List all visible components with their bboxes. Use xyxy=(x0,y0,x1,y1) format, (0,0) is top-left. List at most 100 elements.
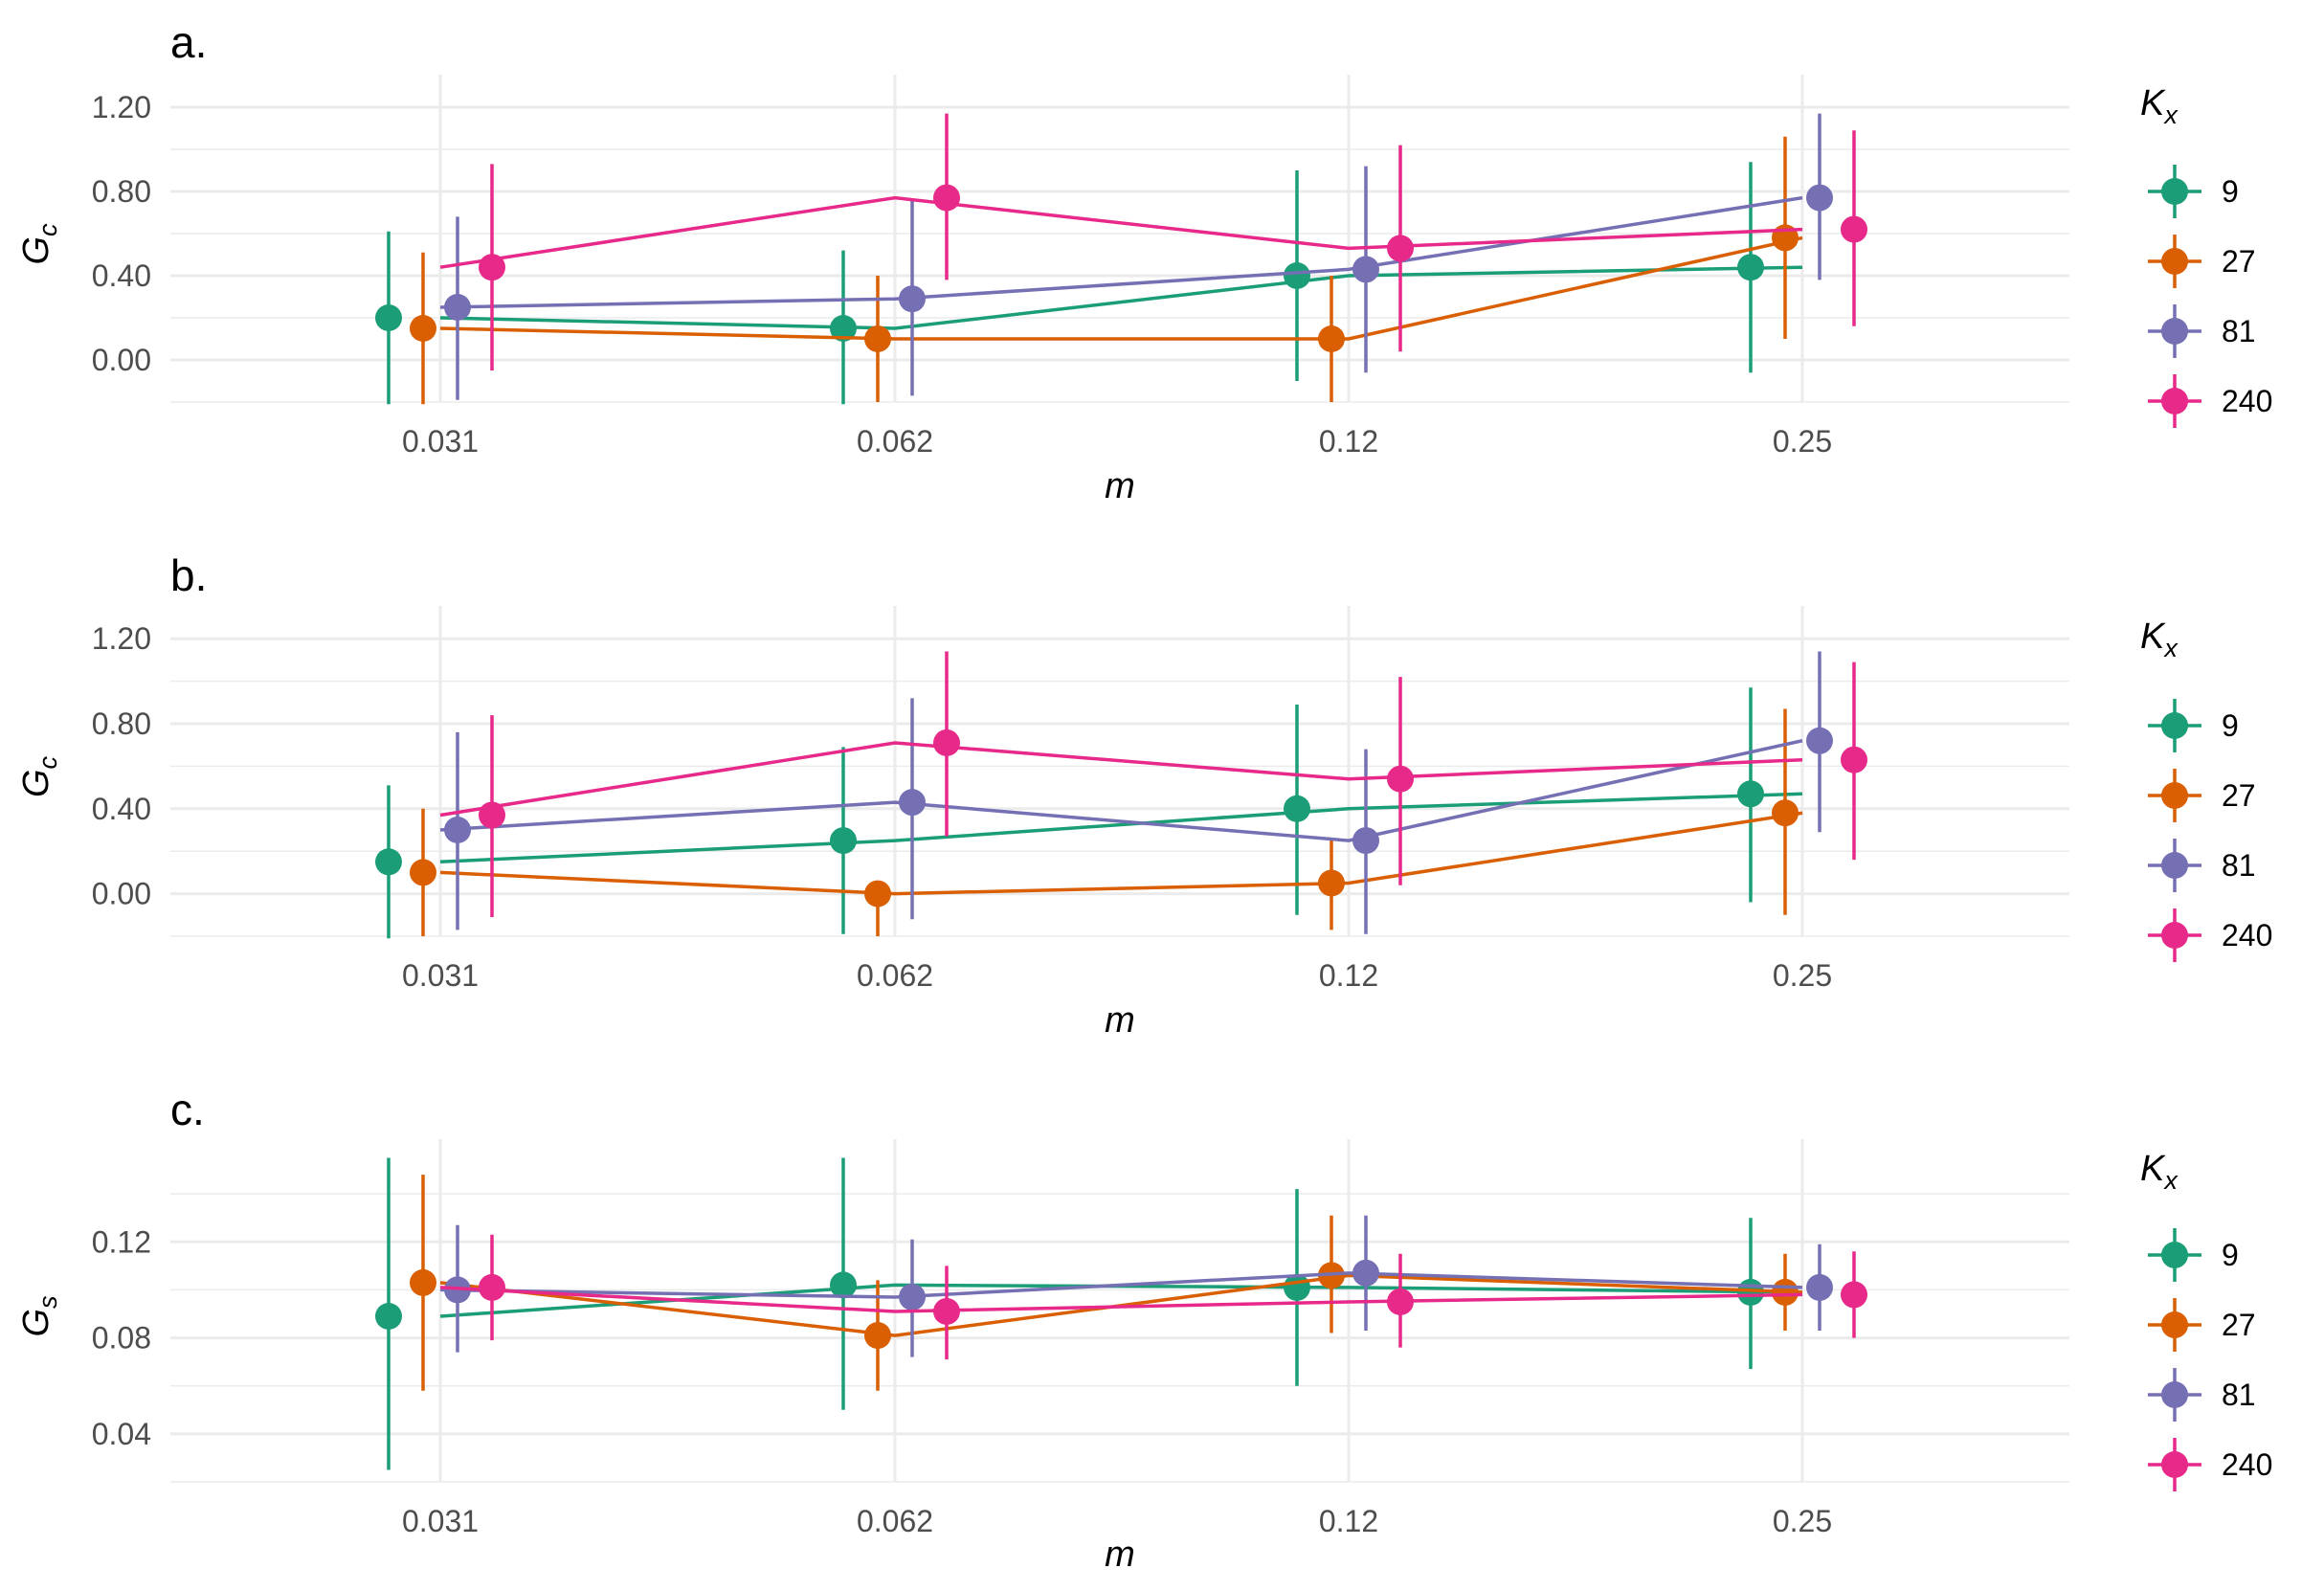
data-point xyxy=(1318,325,1345,352)
legend-key-point xyxy=(2161,388,2188,415)
data-point xyxy=(479,801,505,829)
data-point xyxy=(1352,827,1379,855)
data-point xyxy=(1352,256,1379,283)
y-tick-label: 0.40 xyxy=(92,792,151,826)
series-27 xyxy=(410,708,1803,936)
legend-key-9 xyxy=(2148,1228,2201,1282)
data-point xyxy=(1387,765,1414,793)
legend-label: 240 xyxy=(2222,1447,2272,1482)
legend-key-9 xyxy=(2148,165,2201,218)
legend-key-81 xyxy=(2148,304,2201,358)
x-tick-label: 0.12 xyxy=(1319,1504,1378,1538)
y-tick-label: 1.20 xyxy=(92,90,151,124)
data-point xyxy=(1806,727,1833,754)
legend-key-81 xyxy=(2148,1368,2201,1422)
legend-key-point xyxy=(2161,712,2188,739)
data-point xyxy=(479,254,505,281)
data-point xyxy=(1387,235,1414,262)
x-tick-label: 0.25 xyxy=(1773,958,1832,993)
x-tick-label: 0.062 xyxy=(857,1504,933,1538)
panel-3: c. 0.04 0.08 0.12 0.031 0.062 0.12 0.25 m Gs Kx 9 27… xyxy=(16,1085,2272,1575)
data-point xyxy=(1352,1259,1379,1287)
legend-key-point xyxy=(2161,1311,2188,1338)
x-tick-label: 0.062 xyxy=(857,958,933,993)
x-tick-label: 0.031 xyxy=(402,958,479,993)
legend-key-27 xyxy=(2148,769,2201,822)
data-point xyxy=(933,728,960,756)
legend-key-240 xyxy=(2148,374,2201,428)
legend-label: 27 xyxy=(2222,778,2256,813)
y-tick-label: 0.00 xyxy=(92,877,151,911)
legend-label: 81 xyxy=(2222,848,2256,883)
series-line xyxy=(439,265,1803,330)
legend-title: Kx xyxy=(2140,1149,2179,1195)
data-point xyxy=(899,1283,926,1311)
data-point xyxy=(410,859,436,886)
panel-2: b. 0.00 0.40 0.80 1.20 0.031 0.062 0.12 0.25 m Gc K… xyxy=(16,550,2272,1041)
y-tick-label: 0.04 xyxy=(92,1417,151,1451)
y-tick-label: 0.80 xyxy=(92,174,151,209)
y-tick-label: 0.00 xyxy=(92,343,151,377)
x-tick-label: 0.12 xyxy=(1319,424,1378,459)
legend-label: 81 xyxy=(2222,314,2256,348)
legend-title: Kx xyxy=(2140,83,2179,129)
data-point xyxy=(1772,1278,1799,1306)
data-point xyxy=(830,1271,857,1299)
legend-label: 27 xyxy=(2222,244,2256,279)
legend-key-point xyxy=(2161,318,2188,345)
legend: Kx 9 27 81 240 xyxy=(2140,83,2272,428)
y-axis-title: Gc xyxy=(16,755,62,797)
data-point xyxy=(1318,869,1345,897)
y-axis-title: Gc xyxy=(16,223,62,265)
y-tick-label: 0.80 xyxy=(92,706,151,741)
legend-key-point xyxy=(2161,782,2188,809)
y-tick-label: 0.08 xyxy=(92,1321,151,1356)
data-point xyxy=(899,285,926,313)
legend-key-point xyxy=(2161,922,2188,949)
legend-label: 27 xyxy=(2222,1308,2256,1342)
legend-label: 240 xyxy=(2222,918,2272,952)
legend-key-point xyxy=(2161,1381,2188,1408)
panel-label: a. xyxy=(170,17,207,67)
panel-label: c. xyxy=(170,1085,205,1134)
series-240 xyxy=(439,651,1867,918)
series-line xyxy=(439,195,1803,309)
series-line xyxy=(439,235,1803,341)
data-point xyxy=(1284,1273,1310,1301)
legend-key-27 xyxy=(2148,1298,2201,1352)
data-point xyxy=(1737,254,1764,281)
legend-label: 81 xyxy=(2222,1378,2256,1412)
x-axis-title: m xyxy=(1105,466,1135,506)
legend-key-point xyxy=(2161,248,2188,275)
series-81 xyxy=(439,113,1833,400)
series-line xyxy=(439,739,1803,842)
series-240 xyxy=(439,113,1867,370)
data-point xyxy=(1841,215,1867,243)
legend-key-point xyxy=(2161,852,2188,879)
data-point xyxy=(864,1322,891,1350)
data-point xyxy=(444,817,471,843)
data-point xyxy=(1772,799,1799,827)
data-point xyxy=(864,325,891,352)
y-axis-title: Gs xyxy=(16,1295,62,1336)
series-line xyxy=(439,1286,1803,1313)
legend-key-81 xyxy=(2148,839,2201,892)
x-tick-label: 0.25 xyxy=(1773,1504,1832,1538)
x-axis-title: m xyxy=(1105,1000,1135,1041)
data-point xyxy=(933,1297,960,1325)
data-point xyxy=(479,1273,505,1301)
data-point xyxy=(830,315,857,342)
series-line xyxy=(439,811,1803,896)
data-point xyxy=(1284,795,1310,822)
legend-label: 9 xyxy=(2222,174,2239,209)
legend-label: 240 xyxy=(2222,384,2272,418)
series-line xyxy=(439,195,1803,269)
data-point xyxy=(375,304,402,331)
x-tick-label: 0.031 xyxy=(402,424,479,459)
data-point xyxy=(410,1268,436,1296)
x-tick-label: 0.062 xyxy=(857,424,933,459)
legend-title: Kx xyxy=(2140,616,2179,662)
legend: Kx 9 27 81 240 xyxy=(2140,616,2272,962)
series-9 xyxy=(375,1157,1803,1470)
